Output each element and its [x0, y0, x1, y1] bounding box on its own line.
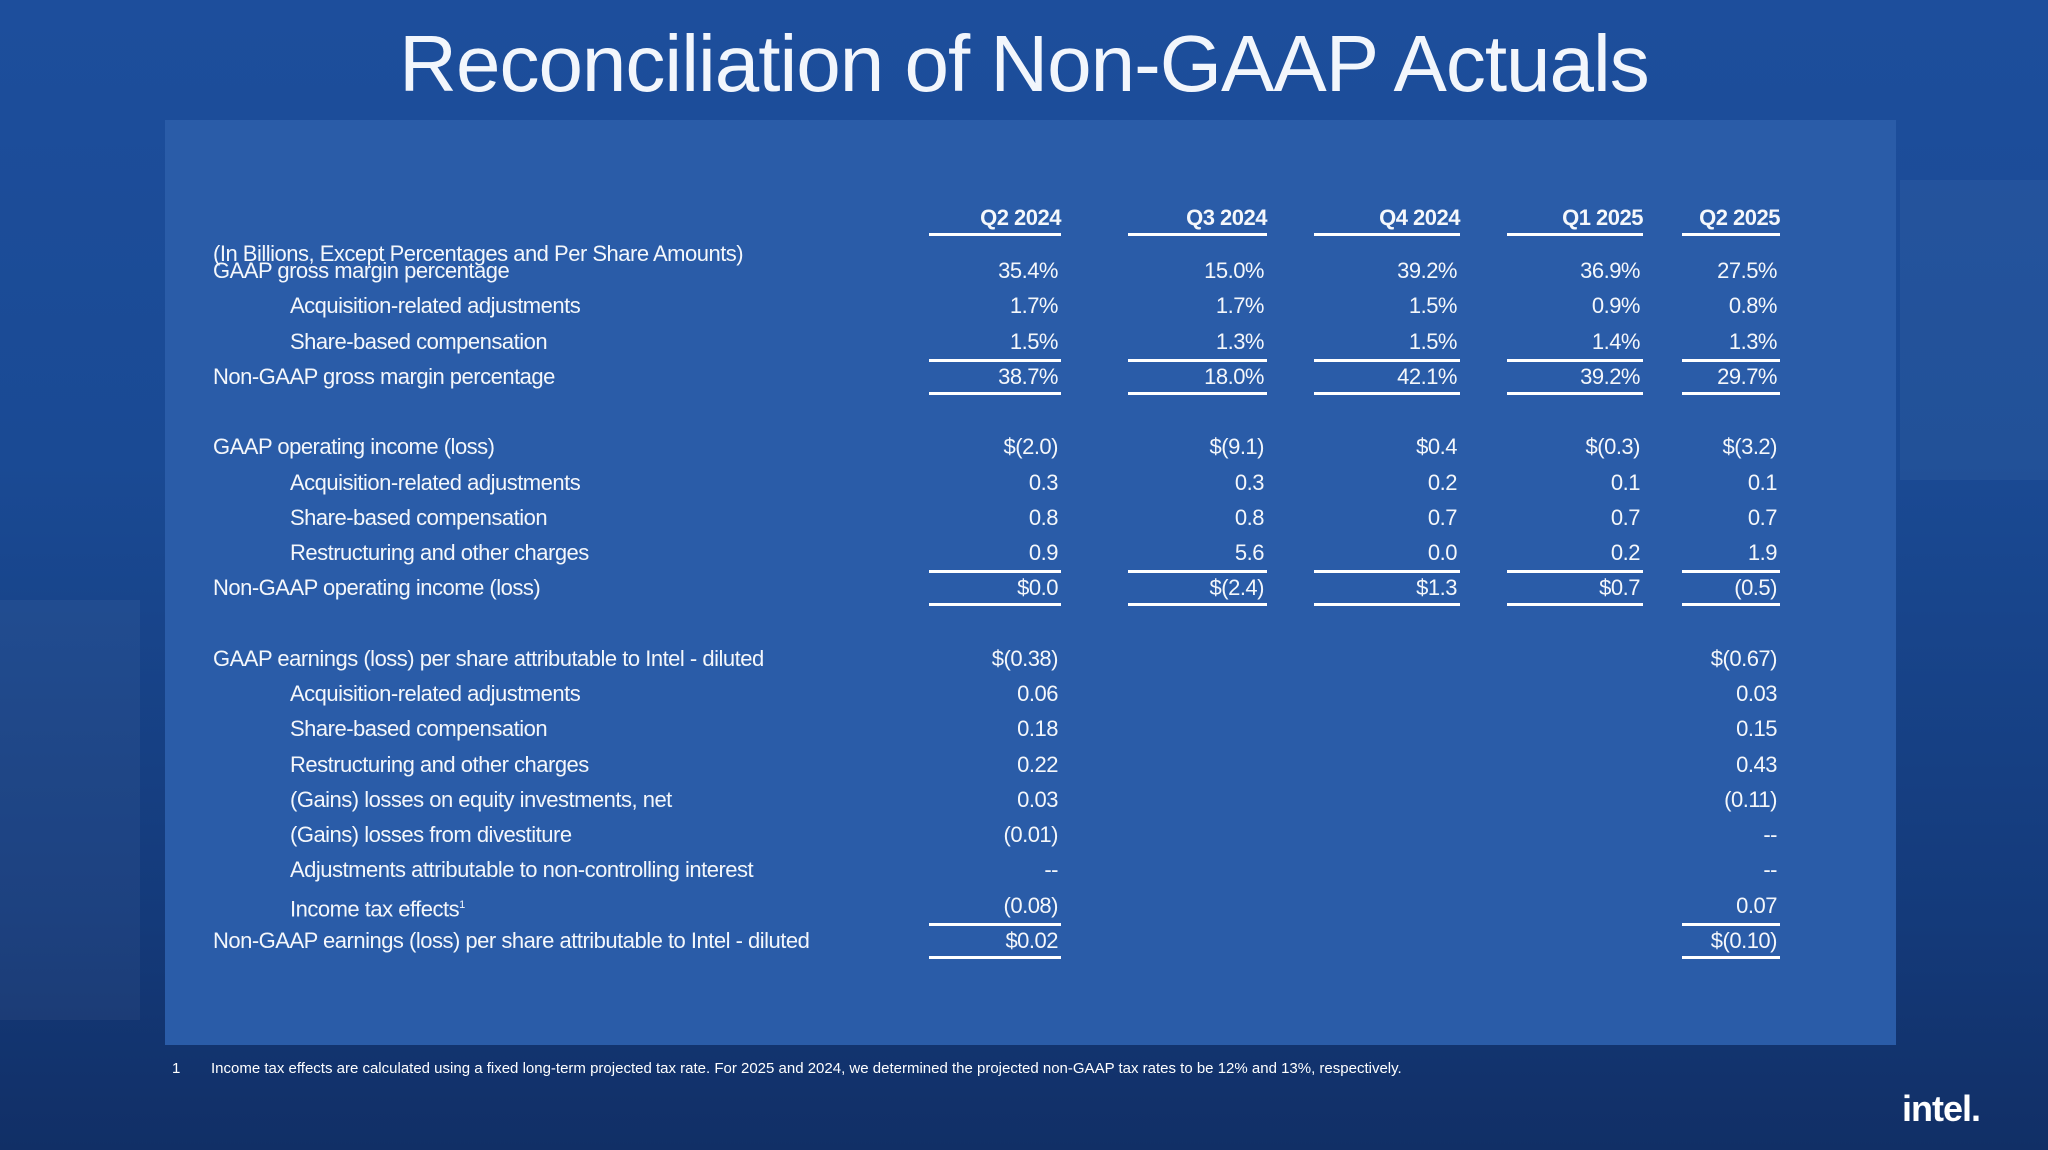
row-label: Share-based compensation	[290, 504, 548, 530]
row-label: GAAP operating income (loss)	[213, 434, 495, 460]
table-cell: 0.0	[1427, 540, 1458, 566]
table-cell: 1.3%	[1215, 328, 1265, 354]
table-cell: 0.3	[1234, 469, 1265, 495]
units-note: (In Billions, Except Percentages and Per…	[213, 241, 744, 266]
table-cell: (0.01)	[1003, 822, 1059, 848]
table-cell: --	[1044, 857, 1058, 883]
background-shape	[1900, 180, 2048, 480]
table-cell: 1.7%	[1009, 293, 1059, 319]
table-cell: 0.15	[1736, 716, 1777, 742]
table-cell: 0.2	[1610, 540, 1641, 566]
row-label: Income tax effects1	[290, 896, 465, 921]
table-cell: 39.2%	[1507, 358, 1643, 395]
footnote-text: Income tax effects are calculated using …	[211, 1060, 1402, 1077]
table-cell: 36.9%	[1580, 258, 1640, 283]
table-cell: $(0.3)	[1585, 434, 1641, 460]
row-label: Restructuring and other charges	[290, 751, 589, 777]
table-cell: $(3.2)	[1722, 434, 1778, 460]
table-cell: $(2.0)	[1003, 434, 1059, 460]
table-cell: 39.2%	[1397, 258, 1457, 283]
table-cell: $(2.4)	[1128, 570, 1267, 607]
table-cell: 1.9	[1747, 540, 1778, 566]
table-cell: 1.5%	[1009, 328, 1059, 354]
page-title: Reconciliation of Non-GAAP Actuals	[399, 19, 1650, 108]
table-cell: 0.43	[1736, 751, 1777, 777]
table-cell: 1.4%	[1591, 328, 1641, 354]
table-cell: 1.3%	[1728, 328, 1778, 354]
row-label: (Gains) losses on equity investments, ne…	[290, 786, 672, 812]
table-cell: $(0.67)	[1710, 645, 1778, 671]
table-cell: 0.07	[1736, 892, 1777, 918]
row-label: Share-based compensation	[290, 716, 548, 742]
table-cell: $(0.10)	[1682, 922, 1780, 959]
table-cell: 18.0%	[1128, 358, 1267, 395]
table-panel	[165, 120, 1896, 1045]
table-cell: 0.03	[1736, 681, 1777, 707]
table-cell: $(0.38)	[991, 645, 1059, 671]
row-label: (Gains) losses from divestiture	[290, 822, 572, 848]
footnote-number: 1	[172, 1060, 181, 1077]
table-cell: 0.03	[1017, 786, 1058, 812]
table-cell: 27.5%	[1717, 258, 1777, 283]
row-label: Acquisition-related adjustments	[290, 469, 581, 495]
table-cell: $0.02	[929, 922, 1061, 959]
row-label: Non-GAAP gross margin percentage	[213, 363, 555, 389]
table-cell: 38.7%	[929, 358, 1061, 395]
intel-logo: intel.	[1902, 1088, 1981, 1129]
column-header: Q1 2025	[1507, 203, 1644, 236]
table-cell: 0.7	[1427, 504, 1458, 530]
table-cell: 0.18	[1017, 716, 1058, 742]
table-cell: $0.0	[929, 570, 1061, 607]
background-shape	[0, 600, 140, 1020]
table-cell: 0.06	[1017, 681, 1058, 707]
row-label: GAAP gross margin percentage	[213, 258, 510, 283]
table-cell: 42.1%	[1314, 358, 1460, 395]
table-cell: 0.1	[1747, 469, 1778, 495]
table-cell: --	[1763, 822, 1777, 848]
column-header: Q3 2024	[1128, 203, 1268, 236]
footnote-marker: 1	[459, 898, 465, 911]
table-cell: (0.11)	[1724, 786, 1777, 812]
table-cell: $0.7	[1507, 570, 1643, 607]
table-cell: 0.9	[1028, 540, 1059, 566]
table-cell: 0.8%	[1728, 293, 1778, 319]
table-cell: 1.5%	[1408, 328, 1458, 354]
table-cell: $0.4	[1416, 434, 1457, 460]
table-cell: 0.22	[1017, 751, 1058, 777]
table-cell: 0.3	[1028, 469, 1059, 495]
row-label: Non-GAAP operating income (loss)	[213, 575, 541, 601]
column-header: Q2 2024	[929, 203, 1062, 236]
row-label: Share-based compensation	[290, 328, 548, 354]
table-cell: 5.6	[1234, 540, 1265, 566]
table-cell: $1.3	[1314, 570, 1460, 607]
table-cell: 0.7	[1610, 504, 1641, 530]
row-label: Acquisition-related adjustments	[290, 293, 581, 319]
row-label: Restructuring and other charges	[290, 540, 589, 566]
table-cell: 0.9%	[1591, 293, 1641, 319]
table-cell: 35.4%	[998, 258, 1058, 283]
table-cell: $(9.1)	[1209, 434, 1265, 460]
table-cell: 0.2	[1427, 469, 1458, 495]
table-cell: (0.08)	[1003, 892, 1059, 918]
table-cell: 0.1	[1610, 469, 1641, 495]
row-label: Non-GAAP earnings (loss) per share attri…	[213, 927, 810, 953]
table-cell: 15.0%	[1204, 258, 1264, 283]
table-cell: --	[1763, 857, 1777, 883]
table-cell: (0.5)	[1682, 570, 1780, 607]
column-header: Q4 2024	[1314, 203, 1461, 236]
table-cell: 1.7%	[1215, 293, 1265, 319]
table-cell: 1.5%	[1408, 293, 1458, 319]
table-cell: 0.8	[1234, 504, 1265, 530]
row-label: Adjustments attributable to non-controll…	[290, 857, 754, 883]
row-label: Acquisition-related adjustments	[290, 681, 581, 707]
column-header: Q2 2025	[1682, 203, 1781, 236]
table-cell: 0.8	[1028, 504, 1059, 530]
row-label: GAAP earnings (loss) per share attributa…	[213, 645, 764, 671]
table-cell: 0.7	[1747, 504, 1778, 530]
table-cell: 29.7%	[1682, 358, 1780, 395]
